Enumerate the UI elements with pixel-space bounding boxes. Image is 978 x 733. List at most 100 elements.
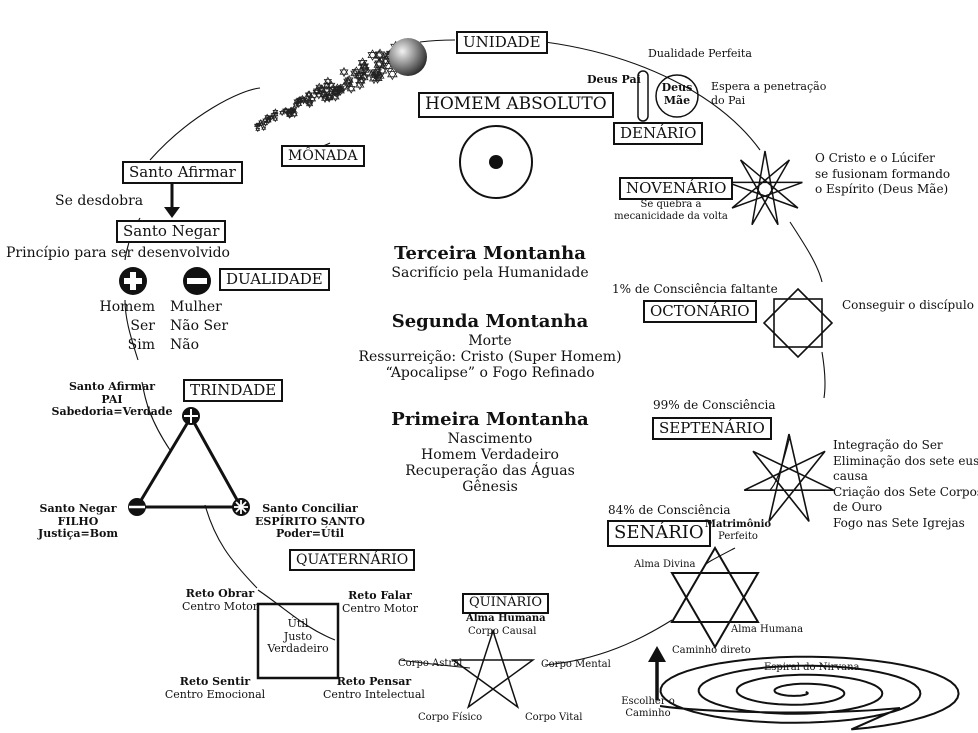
santo-conciliar-text: Santo Conciliar xyxy=(262,502,358,515)
trail-star xyxy=(339,81,349,90)
trail-star xyxy=(346,86,356,94)
quaternario-label: QUATERNÁRIO xyxy=(289,549,416,572)
first-mountain-line-4: Gênesis xyxy=(462,478,518,495)
trail-star xyxy=(336,86,345,94)
trail-star xyxy=(360,67,370,76)
caminho-direto-text: Caminho direto xyxy=(672,645,751,656)
pai-text: PAI xyxy=(101,392,123,406)
trail-star xyxy=(339,84,349,92)
trail-star xyxy=(323,78,332,87)
trail-star xyxy=(308,97,317,104)
first-mountain-line-2: Homem Verdadeiro xyxy=(421,446,559,463)
trail-star xyxy=(261,125,267,130)
second-mountain: Segunda Montanha Morte Ressurreição: Cri… xyxy=(340,311,640,381)
trail-star xyxy=(293,97,301,104)
cycle-circle xyxy=(124,39,826,669)
senario-alma-humana: Alma Humana xyxy=(731,624,804,635)
trail-star xyxy=(262,117,268,122)
trail-star xyxy=(255,126,261,131)
nao-text: Não xyxy=(170,337,200,353)
trail-star xyxy=(261,126,267,132)
trail-star xyxy=(374,57,385,67)
ser-text: Ser xyxy=(130,318,155,334)
trail-star xyxy=(374,51,386,61)
centro-motor-text-1: Centro Motor xyxy=(182,599,258,613)
mother-circle xyxy=(655,74,699,118)
trail-star xyxy=(283,109,290,115)
trail-star xyxy=(357,57,368,66)
third-mountain: Terceira Montanha Sacrifício pela Humani… xyxy=(340,243,640,281)
circumpunct-circle xyxy=(459,125,533,199)
trail-star xyxy=(291,112,298,119)
trail-star xyxy=(290,106,297,113)
trail-star xyxy=(351,68,362,78)
caminho-text: Caminho xyxy=(625,707,671,719)
trail-star xyxy=(344,74,354,83)
trail-star xyxy=(332,88,341,96)
quinario-label: QUINÁRIO xyxy=(462,593,550,614)
first-mountain-line-3: Recuperação das Águas xyxy=(405,462,575,479)
trail-star xyxy=(315,90,323,98)
cristo-line-1: O Cristo e o Lúcifer xyxy=(815,151,935,165)
trail-star xyxy=(305,92,314,99)
third-mountain-title: Terceira Montanha xyxy=(394,243,586,264)
matrimonio-text: Matrimônio xyxy=(704,519,772,530)
second-mountain-title: Segunda Montanha xyxy=(391,311,589,332)
septenario-note-2: Eliminação dos sete eus xyxy=(833,453,978,468)
trail-star xyxy=(371,66,382,75)
trail-star xyxy=(351,66,362,75)
trail-star xyxy=(319,90,328,97)
trail-star xyxy=(381,57,392,67)
trail-star xyxy=(325,91,334,99)
espera-line-2: do Pai xyxy=(711,94,746,108)
trail-star xyxy=(315,84,324,92)
septenario-note-6: Fogo nas Sete Igrejas xyxy=(833,515,965,530)
octonario-consciencia: 1% de Consciência faltante xyxy=(612,282,778,296)
trail-star xyxy=(319,92,328,100)
trail-star xyxy=(293,99,301,106)
santo-afirmar-label: Santo Afirmar xyxy=(122,161,243,185)
septenario-note-5: de Ouro xyxy=(833,500,883,515)
matrimonio-label: Matrimônio Perfeito xyxy=(703,519,773,542)
trail-star xyxy=(315,82,324,90)
trail-star xyxy=(360,64,370,73)
perfeito-text: Perfeito xyxy=(718,530,758,542)
trail-star xyxy=(368,75,380,85)
escolher-caminho-label: Escolher o Caminho xyxy=(618,696,678,719)
trail-star xyxy=(255,127,261,133)
trail-star xyxy=(374,60,385,70)
septenario-note-3: causa xyxy=(833,469,868,484)
trail-star xyxy=(305,101,314,109)
trail-star xyxy=(266,117,272,123)
trail-star xyxy=(322,87,331,95)
trail-star xyxy=(255,123,261,129)
sim-text: Sim xyxy=(127,337,155,353)
trail-star xyxy=(266,116,272,122)
dualidade-perfeita-text: Dualidade Perfeita xyxy=(648,47,752,60)
unfold-arrow-head xyxy=(164,207,180,218)
third-mountain-line: Sacrifício pela Humanidade xyxy=(391,264,589,281)
trail-star xyxy=(387,71,398,81)
heptagram xyxy=(743,433,835,522)
trail-star xyxy=(344,77,354,86)
trail-star xyxy=(374,48,386,58)
verdadeiro-text: Verdadeiro xyxy=(267,642,329,656)
dualidade-label: DUALIDADE xyxy=(219,268,330,292)
minus-circle-icon xyxy=(183,267,211,295)
homem-text: Homem xyxy=(99,299,155,315)
santo-negar-label: Santo Negar xyxy=(116,220,227,244)
centro-emocional-text: Centro Emocional xyxy=(164,687,266,701)
plus-node-icon xyxy=(182,407,200,425)
denario-label: DENÁRIO xyxy=(613,122,704,146)
nirvana-spiral xyxy=(659,655,960,731)
trail-star xyxy=(262,122,269,127)
trail-star xyxy=(290,108,297,114)
deus-mae-label: Deus Mãe xyxy=(657,81,697,107)
trail-star xyxy=(344,80,354,88)
trail-star xyxy=(262,118,268,124)
trail-star xyxy=(279,111,286,117)
quaternary-center: Útil Justo Verdadeiro xyxy=(258,617,338,656)
quebra-text: Se quebra a xyxy=(640,199,702,210)
homem-absoluto-label: HOMEM ABSOLUTO xyxy=(418,92,614,118)
trail-star xyxy=(308,94,317,102)
